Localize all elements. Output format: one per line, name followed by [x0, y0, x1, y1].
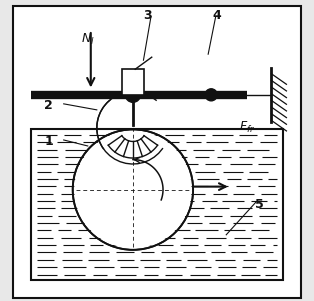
Text: 5: 5 [255, 198, 264, 211]
Circle shape [125, 87, 140, 102]
Text: 1: 1 [44, 135, 53, 148]
Text: 2: 2 [44, 99, 53, 112]
Text: 4: 4 [213, 8, 222, 22]
Text: $N_l$: $N_l$ [81, 32, 95, 47]
FancyBboxPatch shape [122, 69, 144, 95]
Circle shape [205, 89, 217, 101]
FancyBboxPatch shape [30, 129, 284, 280]
Text: 3: 3 [144, 8, 152, 22]
FancyBboxPatch shape [13, 6, 301, 298]
Text: $F_{fr}$: $F_{fr}$ [239, 120, 256, 135]
Circle shape [74, 131, 192, 248]
